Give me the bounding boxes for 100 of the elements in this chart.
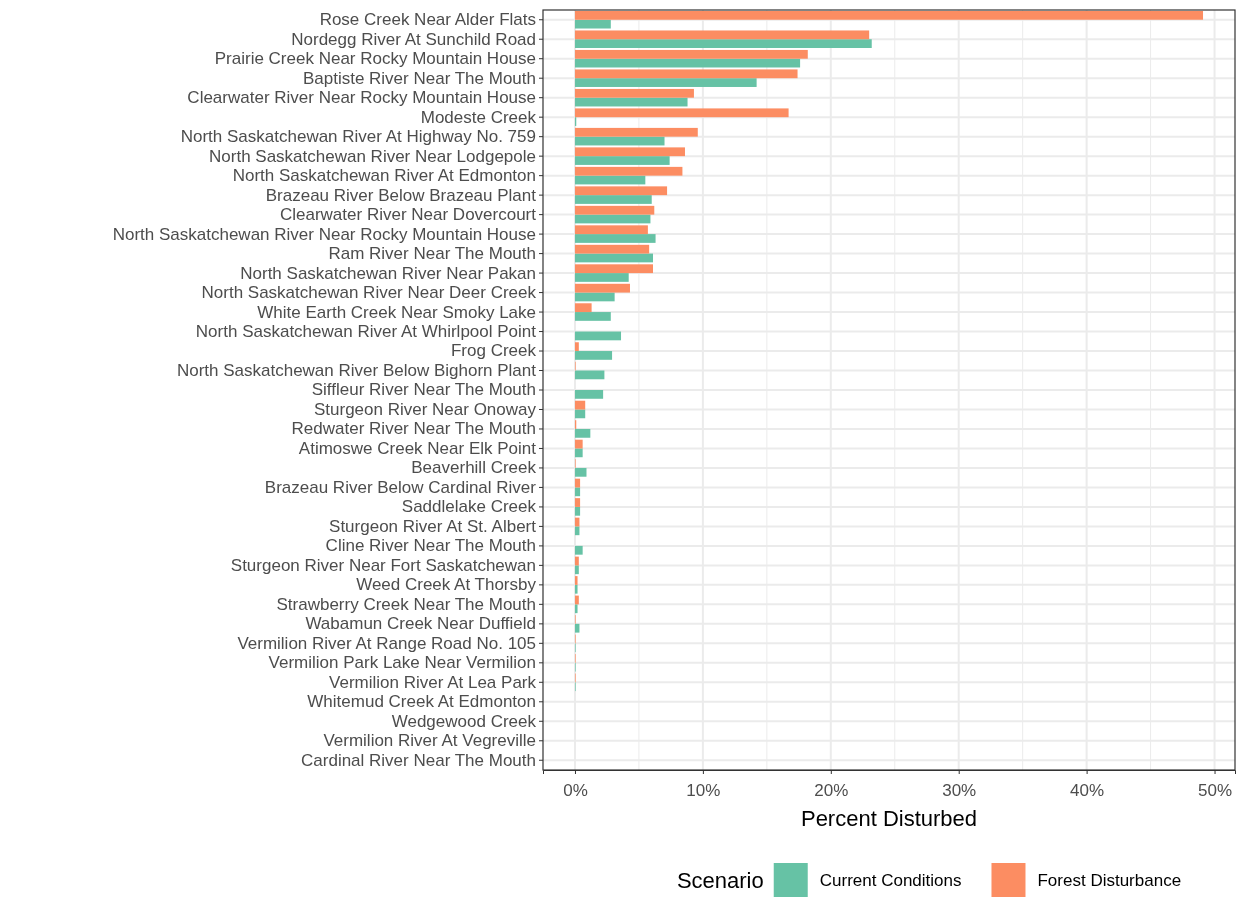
bar [574, 467, 587, 477]
y-tick-label: Baptiste River Near The Mouth [302, 68, 536, 88]
bar [574, 166, 683, 176]
bar [574, 292, 615, 302]
y-tick-label: Clearwater River Near Rocky Mountain House [187, 88, 536, 108]
y-tick-label: Atimoswe Creek Near Elk Point [298, 438, 537, 458]
bar [574, 175, 646, 185]
bar [574, 595, 579, 605]
bar [574, 234, 656, 243]
y-tick-label: North Saskatchewan River At Edmonton [232, 166, 536, 186]
y-tick-label: Ram River Near The Mouth [328, 244, 536, 264]
y-tick-label: Cardinal River Near The Mouth [301, 750, 536, 770]
bar [574, 78, 757, 87]
bar [574, 390, 604, 399]
bar [574, 10, 1204, 20]
y-tick-label: North Saskatchewan River Below Bighorn Plant [176, 360, 537, 380]
y-tick-label: Vermilion River At Lea Park [329, 672, 537, 692]
bar [574, 312, 611, 321]
bar [574, 244, 650, 254]
bar [574, 30, 870, 40]
x-tick-label: 50% [1198, 780, 1233, 800]
bar [574, 342, 579, 352]
bar [574, 88, 694, 98]
bar [574, 487, 581, 497]
bar [574, 283, 630, 293]
y-tick-label: Saddlelake Creek [401, 497, 537, 517]
y-tick-label: Whitemud Creek At Edmonton [307, 692, 536, 712]
y-tick-label: Vermilion Park Lake Near Vermilion [268, 653, 536, 673]
y-tick-label: North Saskatchewan River At Whirlpool Point [195, 321, 537, 341]
y-tick-label: Modeste Creek [420, 107, 537, 127]
bar [574, 498, 581, 507]
bar [574, 526, 580, 536]
bar [574, 623, 580, 633]
bar [574, 303, 592, 313]
y-tick-label: Redwater River Near The Mouth [291, 419, 536, 439]
bar [574, 225, 648, 235]
y-tick-label: Clearwater River Near Dovercourt [279, 205, 537, 225]
bar [574, 584, 578, 594]
bar [574, 576, 578, 585]
y-tick-label: North Saskatchewan River Near Deer Creek [201, 283, 537, 302]
bar [574, 147, 685, 157]
y-tick-label: Sturgeon River At St. Albert [329, 516, 537, 536]
bar [574, 195, 652, 204]
bar [574, 264, 653, 274]
bar [574, 39, 872, 48]
bar [574, 448, 583, 458]
y-tick-label: Beaverhill Creek [411, 458, 537, 478]
bar [574, 545, 583, 555]
x-tick-label: 40% [1070, 780, 1105, 800]
y-tick-label: North Saskatchewan River Near Pakan [240, 263, 536, 283]
bar [574, 49, 808, 59]
y-tick-label: Sturgeon River Near Fort Saskatchewan [230, 555, 536, 575]
bar [574, 428, 591, 438]
x-tick-label: 30% [942, 780, 977, 800]
bar [574, 97, 688, 107]
y-tick-label: North Saskatchewan River Near Rocky Mountain House [112, 224, 536, 244]
legend-label: Forest Disturbance [1037, 870, 1182, 890]
bar [574, 556, 579, 566]
legend-title: Scenario [676, 867, 764, 893]
y-tick-label: Weed Creek At Thorsby [356, 575, 537, 595]
x-tick-label: 20% [814, 780, 849, 800]
bar [574, 253, 653, 263]
bar [574, 214, 651, 224]
bar [574, 108, 789, 118]
bar [574, 156, 670, 165]
bar [574, 370, 605, 380]
bar [574, 565, 579, 575]
y-tick-label: Rose Creek Near Alder Flats [319, 10, 536, 30]
bar [574, 186, 668, 196]
bar [574, 439, 583, 449]
y-tick-label: North Saskatchewan River At Highway No. 759 [180, 127, 536, 147]
bar [574, 69, 798, 79]
x-axis-title: Percent Disturbed [800, 806, 978, 831]
bar [574, 351, 613, 360]
x-tick-label: 0% [563, 780, 588, 800]
bar [574, 58, 801, 68]
bar [574, 127, 698, 137]
bar [574, 205, 655, 215]
y-tick-label: White Earth Creek Near Smoky Lake [257, 302, 536, 322]
bar [574, 331, 622, 341]
bar [574, 19, 611, 29]
y-tick-label: North Saskatchewan River Near Lodgepole [209, 146, 536, 166]
y-tick-label: Wedgewood Creek [391, 711, 537, 731]
y-tick-label: Vermilion River At Vegreville [323, 731, 536, 751]
bar [574, 273, 629, 282]
y-tick-label: Nordegg River At Sunchild Road [291, 29, 536, 49]
bar [574, 604, 578, 614]
x-tick-label: 10% [686, 780, 721, 800]
bar [574, 506, 581, 516]
y-tick-label: Strawberry Creek Near The Mouth [276, 594, 536, 614]
bar [574, 409, 586, 419]
y-tick-label: Vermilion River At Range Road No. 105 [237, 633, 536, 653]
y-tick-label: Prairie Creek Near Rocky Mountain House [214, 49, 536, 69]
y-tick-label: Brazeau River Below Cardinal River [264, 477, 537, 497]
legend-label: Current Conditions [819, 870, 962, 890]
y-tick-label: Cline River Near The Mouth [325, 536, 536, 556]
y-tick-label: Wabamun Creek Near Duffield [305, 614, 536, 634]
y-tick-label: Siffleur River Near The Mouth [311, 380, 536, 400]
y-tick-label: Frog Creek [450, 341, 537, 361]
bar [574, 136, 665, 146]
